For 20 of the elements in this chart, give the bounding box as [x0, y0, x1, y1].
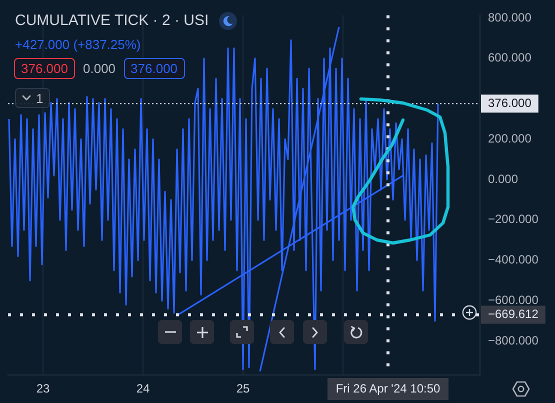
x-tick-label: 24 [136, 382, 150, 396]
x-tick-label: 25 [236, 382, 250, 396]
y-tick-label: −400.000 [488, 252, 539, 267]
y-tick-label: 600.000 [488, 50, 532, 65]
y-tick-label: 800.000 [488, 10, 532, 24]
ref-line-label: 376.000 [488, 96, 532, 110]
ref-line-label: Fri 26 Apr '24 10:50 [336, 381, 440, 396]
x-tick-label: 23 [36, 382, 50, 396]
y-tick-label: 0.000 [488, 172, 518, 186]
ref-line-label: −669.612 [488, 307, 539, 322]
y-tick-label: 200.000 [488, 131, 532, 146]
y-tick-label: −600.000 [488, 293, 539, 308]
chart-title: CUMULATIVE TICK · 2 · USI [15, 12, 209, 30]
y-tick-label: −200.000 [488, 212, 539, 226]
annotation: 1 [36, 90, 44, 106]
annotation: 376.000 [124, 58, 185, 79]
y-tick-label: −800.000 [488, 333, 539, 348]
annotation: 376.000 [14, 58, 75, 79]
text: +427.000 (+837.25%) [15, 37, 141, 53]
annotation: 0.000 [83, 60, 116, 78]
